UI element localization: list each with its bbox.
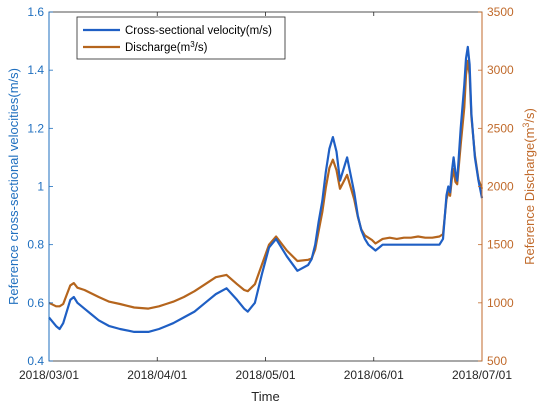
y-right-tick-label: 1000 (487, 296, 514, 310)
legend-discharge-suffix: /s) (195, 42, 208, 54)
series-line-discharge (48, 59, 484, 310)
y-left-axis-label: Reference cross-sectional velocities(m/s… (6, 68, 21, 305)
y-right-tick-label: 2000 (487, 180, 514, 194)
x-tick-label: 2018/07/01 (452, 368, 512, 382)
series-line-velocity (48, 45, 484, 333)
x-tick-label: 2018/04/01 (127, 368, 187, 382)
y-right-tick-label: 500 (487, 354, 507, 368)
y-right-label-suffix: /s) (522, 108, 537, 122)
plot-frame (48, 11, 483, 362)
axes-layer: 2018/03/01 2018/04/01 2018/05/01 2018/06/01… (19, 5, 514, 382)
x-tick-label: 2018/05/01 (235, 368, 295, 382)
y-right-tick-label: 3500 (487, 5, 514, 19)
y-right-axis-label: Reference Discharge(m3/s) (521, 108, 537, 265)
y-right-tick-label: 3000 (487, 63, 514, 77)
legend-discharge-label: Discharge(m3/s) (125, 40, 208, 55)
y-left-tick-label: 0.8 (27, 238, 44, 252)
legend-discharge-superscript: 3 (190, 40, 195, 49)
legend-discharge-main: Discharge(m (125, 42, 190, 54)
x-axis-label: Time (251, 389, 279, 404)
y-left-tick-label: 1 (37, 180, 44, 194)
y-right-tick-label: 1500 (487, 238, 514, 252)
y-right-label-main: Reference Discharge(m (522, 128, 537, 265)
y-left-tick-label: 1.4 (27, 63, 44, 77)
legend-velocity-label: Cross-sectional velocity(m/s) (125, 25, 272, 37)
x-tick-label: 2018/03/01 (19, 368, 79, 382)
y-left-tick-label: 1.2 (27, 121, 44, 135)
legend: Cross-sectional velocity(m/s) Discharge(… (76, 16, 286, 60)
x-tick-label: 2018/06/01 (344, 368, 404, 382)
y-right-tick-label: 2500 (487, 121, 514, 135)
y-left-tick-label: 0.4 (27, 354, 44, 368)
legend-box (76, 16, 286, 60)
y-right-label-superscript: 3 (521, 123, 531, 128)
y-left-tick-label: 1.6 (27, 5, 44, 19)
series-layer (48, 45, 484, 333)
y-left-tick-label: 0.6 (27, 296, 44, 310)
